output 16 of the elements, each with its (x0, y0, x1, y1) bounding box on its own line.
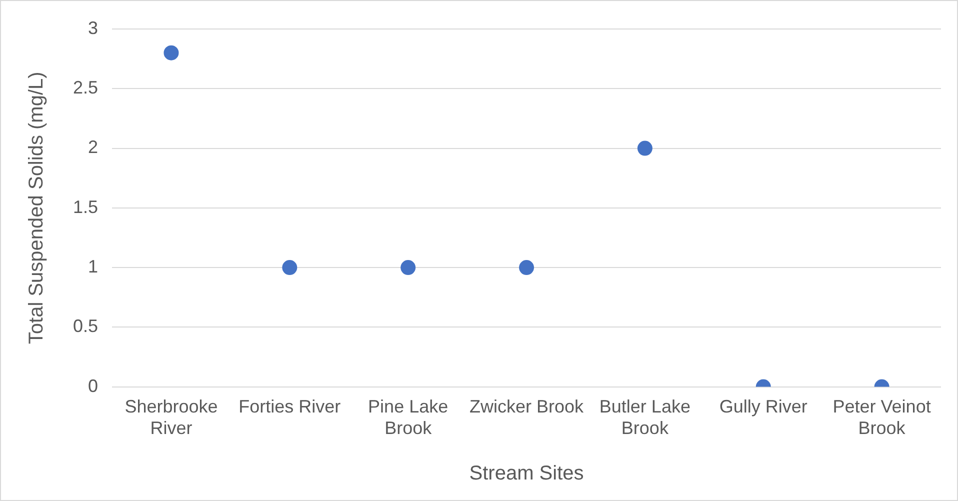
x-axis-title: Stream Sites (469, 462, 584, 485)
y-axis-title: Total Suspended Solids (mg/L) (26, 72, 48, 344)
x-tick-label: Peter Veinot Brook (832, 396, 931, 438)
y-tick-label: 2 (88, 137, 98, 158)
x-tick-label: Butler Lake Brook (599, 396, 690, 438)
x-tick-label: Pine Lake Brook (368, 396, 448, 438)
x-tick-label: Zwicker Brook (469, 396, 585, 417)
y-tick-label: 2.5 (72, 78, 98, 98)
y-tick-label: 0.5 (72, 316, 98, 336)
x-tick-label: Gully River (719, 396, 808, 417)
y-tick-label: 1 (88, 256, 98, 276)
y-tick-label: 1.5 (72, 196, 98, 217)
y-tick-label: 3 (88, 18, 98, 38)
y-tick-label: 0 (88, 376, 98, 396)
x-tick-label: Forties River (238, 396, 341, 417)
x-tick-label: Sherbrooke River (124, 396, 218, 438)
